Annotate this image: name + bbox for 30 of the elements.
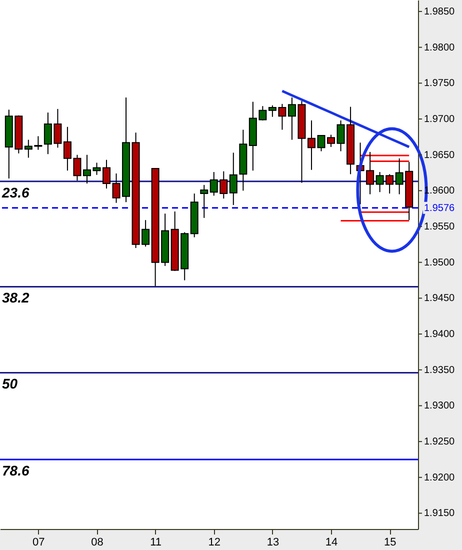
x-tick-label: 14 bbox=[325, 536, 338, 548]
x-tick-label: 08 bbox=[91, 536, 104, 548]
x-tick-label: 12 bbox=[208, 536, 221, 548]
candlestick bbox=[327, 134, 336, 148]
y-tick-label: 1.9450 bbox=[424, 293, 456, 304]
y-tick-label: 1.9550 bbox=[424, 222, 456, 233]
candlestick bbox=[82, 154, 91, 184]
x-tick-label: 07 bbox=[32, 536, 45, 548]
y-tick-label: 1.9500 bbox=[424, 257, 456, 268]
candlestick bbox=[200, 184, 208, 218]
y-tick-label: 1.9750 bbox=[424, 78, 456, 90]
annotation: 78.6 bbox=[2, 462, 30, 478]
y-tick-label: 1.9250 bbox=[424, 436, 456, 448]
annotation: 23.6 bbox=[1, 184, 30, 200]
y-tick-label: 1.9850 bbox=[424, 6, 456, 18]
y-tick-label: 1.9800 bbox=[424, 42, 456, 54]
y-tick-label: 1.9700 bbox=[424, 114, 456, 125]
ref-line-label: 1.9576 bbox=[424, 202, 456, 214]
y-tick-label: 1.9650 bbox=[424, 150, 456, 161]
y-tick-label: 1.9200 bbox=[424, 472, 456, 484]
x-tick-label: 11 bbox=[150, 536, 162, 548]
x-tick-label: 13 bbox=[266, 536, 280, 548]
y-tick-label: 1.9300 bbox=[424, 400, 456, 412]
annotation: 50 bbox=[2, 376, 18, 392]
y-tick-label: 1.9150 bbox=[424, 508, 456, 520]
candlestick bbox=[229, 152, 238, 206]
y-tick-label: 1.9350 bbox=[424, 364, 456, 376]
y-tick-label: 1.9400 bbox=[424, 329, 456, 340]
x-tick-label: 15 bbox=[384, 536, 396, 548]
annotation: 38.2 bbox=[2, 290, 30, 306]
